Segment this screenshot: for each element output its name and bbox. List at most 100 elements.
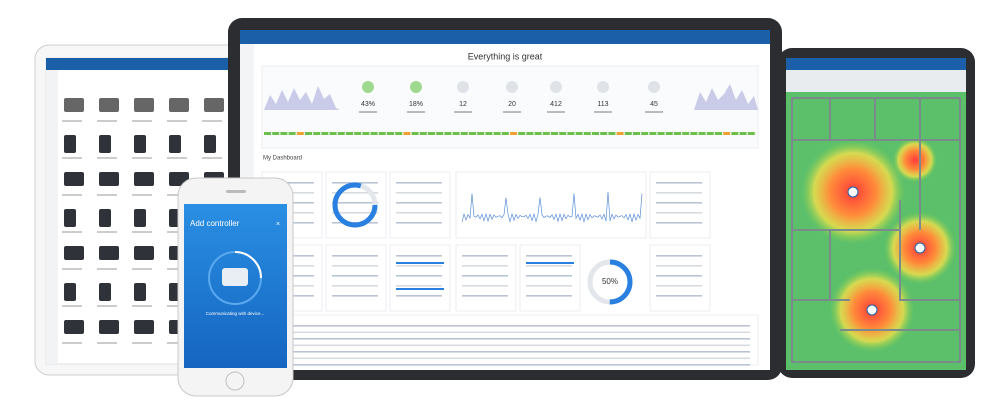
widget-row: [268, 331, 750, 334]
device-caption: [62, 120, 82, 122]
widget-row: [656, 285, 702, 287]
phone-status: Communicating with device...: [206, 311, 265, 316]
device-caption: [97, 231, 117, 233]
widget-row: [656, 265, 702, 267]
health-segment: [337, 132, 345, 135]
health-segment: [419, 132, 427, 135]
widget-row: [268, 344, 750, 347]
device-thumb: [99, 98, 119, 112]
health-segment: [518, 132, 526, 135]
stat-icon: [506, 81, 518, 93]
device-thumb: [134, 135, 146, 153]
device-thumb: [64, 320, 84, 334]
device-caption: [62, 194, 82, 196]
device-caption: [132, 231, 152, 233]
health-segment: [378, 132, 386, 135]
health-segment: [403, 132, 411, 135]
device-caption: [97, 268, 117, 270]
device-thumb: [64, 246, 84, 260]
device-caption: [167, 157, 187, 159]
close-button[interactable]: ×: [276, 221, 280, 228]
device-caption: [97, 305, 117, 307]
widget-row: [526, 255, 572, 257]
progress-bar: [526, 262, 574, 264]
stat-icon: [362, 81, 374, 93]
device-thumb: [134, 209, 146, 227]
health-segment: [469, 132, 476, 135]
health-segment: [510, 132, 517, 135]
widget-row: [656, 295, 702, 297]
device-thumb: [134, 320, 154, 334]
device-thumb: [99, 246, 119, 260]
device-thumb: [134, 98, 154, 112]
device-thumb: [99, 320, 119, 334]
device-thumb: [64, 209, 76, 227]
health-segment: [592, 132, 599, 135]
health-segment: [288, 132, 296, 135]
widget-row: [268, 351, 750, 353]
health-segment: [674, 132, 681, 135]
device-thumb: [64, 283, 76, 301]
health-segment: [411, 132, 419, 135]
widget-row: [462, 285, 508, 287]
widget-row: [656, 222, 702, 224]
health-segment: [723, 132, 731, 135]
widget-row: [396, 202, 442, 204]
health-segment: [731, 132, 739, 135]
device-thumb: [134, 283, 146, 301]
health-segment: [452, 132, 460, 135]
device-thumb: [99, 172, 119, 186]
health-segment: [534, 132, 542, 135]
device-thumb: [99, 209, 111, 227]
stat-caption: [359, 111, 377, 113]
widget-row: [332, 295, 378, 297]
widget-row: [656, 202, 702, 204]
home-button[interactable]: [225, 371, 245, 391]
gauge: [587, 259, 633, 305]
health-segment: [641, 132, 649, 135]
header-bar: [240, 30, 770, 44]
stat-icon: [648, 81, 660, 93]
center-tablet: Everything is great 43% 18% 12 20 412 113 45 M…: [228, 18, 782, 380]
heat-spot: [893, 138, 937, 182]
health-segment: [428, 132, 435, 135]
section-title: My Dashboard: [263, 156, 302, 162]
widget: [261, 314, 759, 366]
health-segment: [477, 132, 485, 135]
progress-arc: [234, 251, 262, 279]
device-caption: [62, 342, 82, 344]
device-caption: [132, 157, 152, 159]
widget-row: [332, 212, 378, 214]
health-segment: [551, 132, 558, 135]
widget-row: [462, 275, 508, 277]
access-point: [866, 304, 878, 316]
widget-row: [462, 255, 508, 257]
widget-row: [656, 192, 702, 194]
device-thumb: [64, 135, 76, 153]
device-caption: [167, 120, 187, 122]
widget: [325, 244, 387, 312]
health-segment: [313, 132, 321, 135]
widget-row: [396, 192, 442, 194]
stat-value: 12: [459, 101, 467, 108]
widget-row: [396, 295, 442, 297]
donut: [332, 182, 378, 228]
widget-row: [332, 202, 378, 204]
health-segment: [682, 132, 690, 135]
stat-value: 113: [597, 101, 608, 108]
throughput-chart: [694, 84, 758, 110]
health-segment: [600, 132, 608, 135]
health-bar: [264, 132, 755, 135]
access-point: [914, 242, 926, 254]
health-segment: [665, 132, 673, 135]
device-caption: [62, 157, 82, 159]
widget-row: [332, 275, 378, 277]
health-segment: [608, 132, 616, 135]
health-segment: [657, 132, 665, 135]
widget-row: [396, 285, 442, 287]
widget-row: [268, 325, 750, 327]
device-thumb: [64, 98, 84, 112]
widget-row: [526, 265, 572, 267]
